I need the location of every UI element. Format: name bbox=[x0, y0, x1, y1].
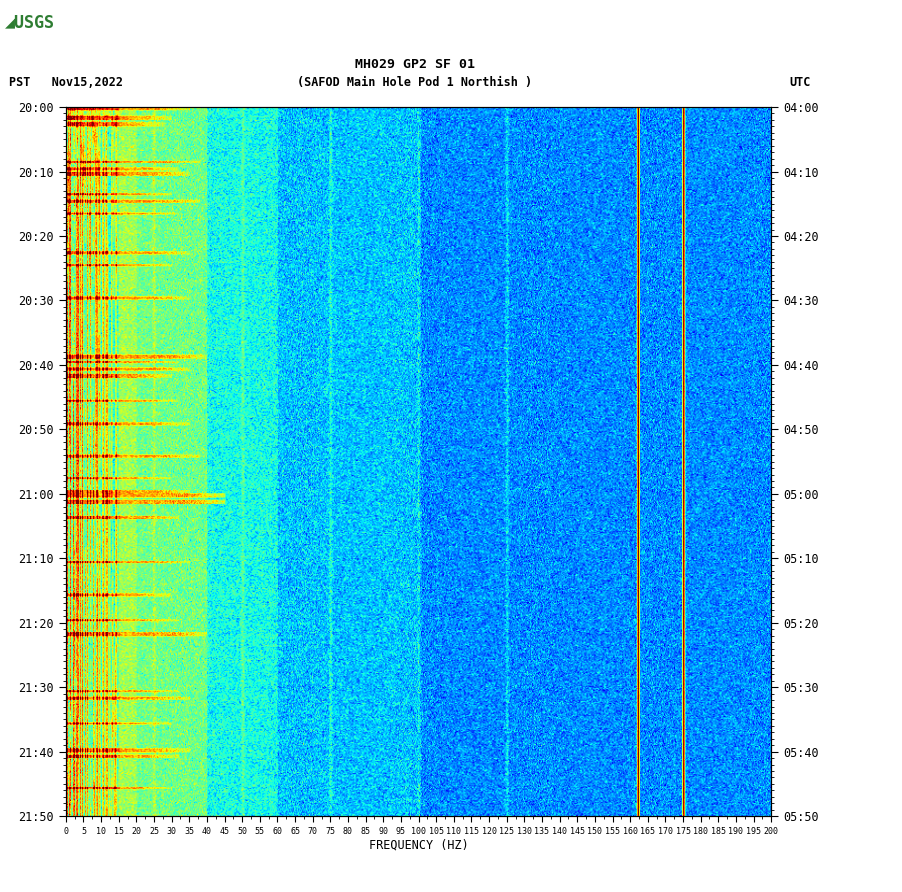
X-axis label: FREQUENCY (HZ): FREQUENCY (HZ) bbox=[369, 838, 468, 851]
Text: PST   Nov15,2022: PST Nov15,2022 bbox=[9, 77, 123, 89]
Text: (SAFOD Main Hole Pod 1 Northish ): (SAFOD Main Hole Pod 1 Northish ) bbox=[298, 77, 532, 89]
Text: MH029 GP2 SF 01: MH029 GP2 SF 01 bbox=[354, 58, 475, 70]
Text: ◢USGS: ◢USGS bbox=[5, 13, 54, 32]
Text: UTC: UTC bbox=[789, 77, 811, 89]
